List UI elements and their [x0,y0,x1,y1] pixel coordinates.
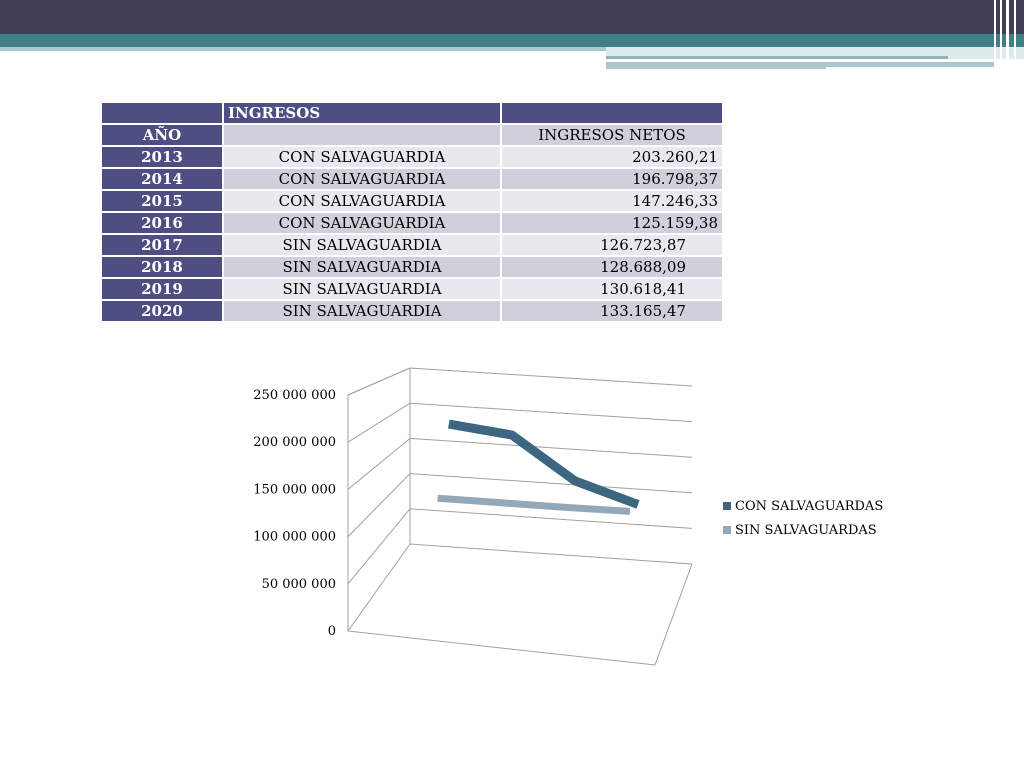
type-cell: CON SALVAGUARDIA [224,191,500,211]
header-accent-line [606,67,826,69]
value-cell: 147.246,33 [502,191,722,211]
type-cell: SIN SALVAGUARDIA [224,301,500,321]
side-gridline [347,438,411,490]
gridline [409,367,693,387]
value-cell: 203.260,21 [502,147,722,167]
table-row: 2013 CON SALVAGUARDIA 203.260,21 [102,147,722,167]
value-cell: 133.165,47 [502,301,722,321]
legend-label: SIN SALVAGUARDAS [735,523,877,538]
table-row: 2017 SIN SALVAGUARDIA 126.723,87 [102,235,722,255]
legend-label: CON SALVAGUARDAS [735,499,883,514]
table-row: 2015 CON SALVAGUARDIA 147.246,33 [102,191,722,211]
chart-axes [347,367,693,666]
value-cell: 125.159,38 [502,213,722,233]
y-tick-label: 200 000 000 [253,435,336,450]
chart-floor [347,543,693,666]
table-header-row: AÑO INGRESOS NETOS [102,125,722,145]
table-row: 2020 SIN SALVAGUARDIA 133.165,47 [102,301,722,321]
year-cell: 2017 [102,235,222,255]
type-cell: CON SALVAGUARDIA [224,213,500,233]
y-tick-label: 50 000 000 [262,577,336,592]
y-tick-label: 150 000 000 [253,482,336,497]
type-column-header [224,125,500,145]
type-cell: SIN SALVAGUARDIA [224,257,500,277]
y-tick-label: 100 000 000 [253,530,336,545]
gridline [409,508,693,529]
chart-series [437,419,640,515]
income-table: INGRESOS AÑO INGRESOS NETOS 2013 CON SAL… [100,101,724,323]
y-tick-label: 0 [328,624,336,639]
year-cell: 2014 [102,169,222,189]
year-column-header: AÑO [102,125,222,145]
type-cell: SIN SALVAGUARDIA [224,235,500,255]
value-cell: 128.688,09 [502,257,722,277]
value-cell: 196.798,37 [502,169,722,189]
table-row: 2016 CON SALVAGUARDIA 125.159,38 [102,213,722,233]
header-accent-band [0,34,1024,47]
gridline [409,437,693,458]
side-gridline [347,367,411,396]
value-cell: 130.618,41 [502,279,722,299]
table-title: INGRESOS [224,103,500,123]
type-cell: SIN SALVAGUARDIA [224,279,500,299]
header-stripes [990,0,1024,70]
income-column-header: INGRESOS NETOS [502,125,722,145]
year-cell: 2016 [102,213,222,233]
year-cell: 2015 [102,191,222,211]
series-line [448,419,640,509]
side-gridline [347,508,411,585]
gridline [409,473,693,494]
header-accent-line [606,62,996,67]
header-accent-line [606,56,948,59]
series-line [437,494,631,515]
year-cell: 2018 [102,257,222,277]
income-line-chart: 0 50 000 000 100 000 000 150 000 000 200 000… [253,367,883,666]
type-cell: CON SALVAGUARDIA [224,147,500,167]
year-cell: 2020 [102,301,222,321]
table-row: 2018 SIN SALVAGUARDIA 128.688,09 [102,257,722,277]
type-cell: CON SALVAGUARDIA [224,169,500,189]
legend-swatch [723,502,731,510]
header-accent-line [0,47,606,51]
table-row: 2014 CON SALVAGUARDIA 196.798,37 [102,169,722,189]
table-title-row: INGRESOS [102,103,722,123]
chart-legend: CON SALVAGUARDAS SIN SALVAGUARDAS [723,499,883,538]
header-bar [0,0,1024,34]
y-tick-label: 250 000 000 [253,388,336,403]
year-cell: 2013 [102,147,222,167]
side-gridline [347,473,411,537]
y-axis-tick-labels: 0 50 000 000 100 000 000 150 000 000 200 000… [253,388,336,639]
side-gridline [347,402,411,443]
table-header-cell [502,103,722,123]
gridline [409,402,693,423]
legend-swatch [723,526,731,534]
table-row: 2019 SIN SALVAGUARDIA 130.618,41 [102,279,722,299]
table-header-cell [102,103,222,123]
value-cell: 126.723,87 [502,235,722,255]
year-cell: 2019 [102,279,222,299]
